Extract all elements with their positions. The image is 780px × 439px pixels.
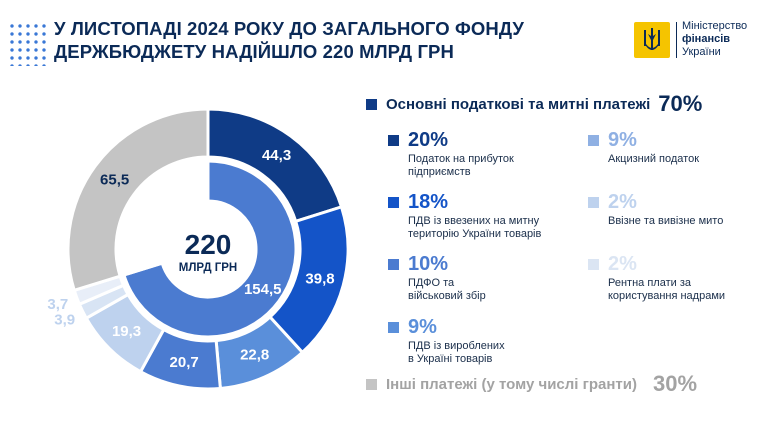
- logo-line-2: фінансів: [682, 33, 731, 45]
- legend-percent: 10%: [408, 253, 449, 275]
- inner-slice-0: [122, 159, 298, 339]
- legend-item: 9% ПДВ із вироблених в Україні товарів: [388, 316, 505, 366]
- outer-slice-label: 3,7: [47, 296, 68, 313]
- logo-line-3: України: [682, 46, 721, 58]
- inner-slice-label: 154,5: [244, 281, 282, 298]
- center-unit: МЛРД ГРН: [179, 262, 237, 274]
- legend-main-label: Основні податкові та митні платежі: [386, 95, 651, 113]
- legend-item: 2% Рентна плати за користування надрами: [588, 253, 725, 303]
- legend-desc: підприємств: [408, 166, 471, 178]
- inner-ring: [118, 159, 298, 339]
- outer-slice-label: 44,3: [262, 147, 291, 164]
- legend-percent: 20%: [408, 129, 449, 151]
- legend-percent: 9%: [608, 129, 637, 151]
- legend-percent: 18%: [408, 191, 449, 213]
- outer-slice-label: 22,8: [240, 347, 269, 364]
- legend-desc: військовий збір: [408, 290, 486, 302]
- legend-swatch: [388, 321, 399, 333]
- legend-swatch: [588, 134, 599, 146]
- legend-swatch: [388, 258, 399, 270]
- legend-swatch: [388, 134, 399, 146]
- inner-slice-1: [118, 159, 210, 277]
- legend-item: 10% ПДФО та військовий збір: [388, 253, 486, 303]
- logo-separator: [676, 22, 677, 58]
- legend-main-swatch: [366, 98, 377, 110]
- legend-item: 2% Ввізне та вивізне мито: [588, 191, 723, 228]
- center-value: 220: [185, 229, 232, 260]
- trident-icon: [634, 22, 670, 58]
- legend-percent: 2%: [608, 191, 637, 213]
- logo-text: Міністерство фінансів України: [682, 20, 747, 59]
- legend-desc: Ввізне та вивізне мито: [608, 215, 724, 227]
- legend-swatch: [588, 258, 599, 270]
- slice-labels: 44,3 39,8 22,8 20,7 19,3 3,93,7 65,5 154,5: [47, 147, 334, 371]
- legend-other-swatch: [366, 378, 377, 390]
- legend-other-value: 30%: [653, 371, 698, 396]
- outer-slice-label: 20,7: [170, 354, 199, 371]
- legend-swatch: [588, 196, 599, 208]
- legend-item: 20% Податок на прибуток підприємств: [388, 129, 514, 179]
- legend-desc: ПДВ із ввезених на митну: [408, 215, 540, 227]
- outer-slice-7: [66, 107, 210, 293]
- legend-item: 9% Акцизний податок: [588, 129, 699, 166]
- legend-item: 18% ПДВ із ввезених на митну територію Ук…: [388, 191, 541, 241]
- legend-other: Інші платежі (у тому числі гранти) 30%: [366, 371, 697, 397]
- page-title: У листопаді 2024 року до загального фонд…: [54, 18, 524, 62]
- legend-desc: територію України товарів: [408, 228, 542, 240]
- legend-desc: Акцизний податок: [608, 153, 700, 165]
- logo-line-1: Міністерство: [682, 20, 748, 32]
- legend-percent: 9%: [408, 316, 437, 338]
- decorative-dots: [8, 22, 50, 66]
- legend-desc: ПДВ із вироблених: [408, 340, 505, 352]
- legend-main-value: 70%: [658, 91, 703, 116]
- outer-slice-label: 65,5: [100, 172, 129, 189]
- ministry-logo: Міністерство фінансів України: [634, 20, 774, 62]
- legend-desc: в Україні товарів: [408, 353, 493, 365]
- outer-slice-label: 19,3: [112, 323, 141, 340]
- legend-main: Основні податкові та митні платежі 70%: [366, 91, 702, 117]
- legend-desc: користування надрами: [608, 290, 726, 302]
- legend-swatch: [388, 196, 399, 208]
- legend-desc: Рентна плати за: [608, 277, 691, 289]
- legend-other-label: Інші платежі (у тому числі гранти): [386, 375, 637, 393]
- legend-desc: Податок на прибуток: [408, 153, 514, 165]
- outer-slice-label: 3,9: [54, 312, 75, 329]
- legend-percent: 2%: [608, 253, 637, 275]
- outer-slice-label: 39,8: [305, 271, 334, 288]
- outer-ring: [66, 107, 350, 391]
- legend-desc: ПДФО та: [408, 277, 455, 289]
